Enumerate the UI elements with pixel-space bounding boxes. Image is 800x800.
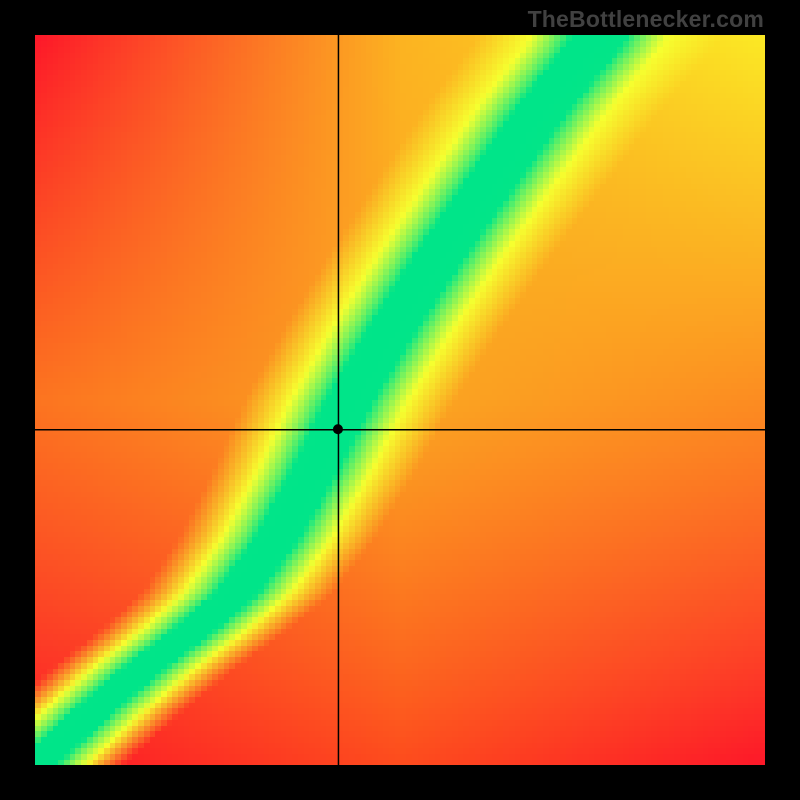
watermark-text: TheBottlenecker.com (528, 6, 764, 33)
bottleneck-heatmap (35, 35, 765, 765)
